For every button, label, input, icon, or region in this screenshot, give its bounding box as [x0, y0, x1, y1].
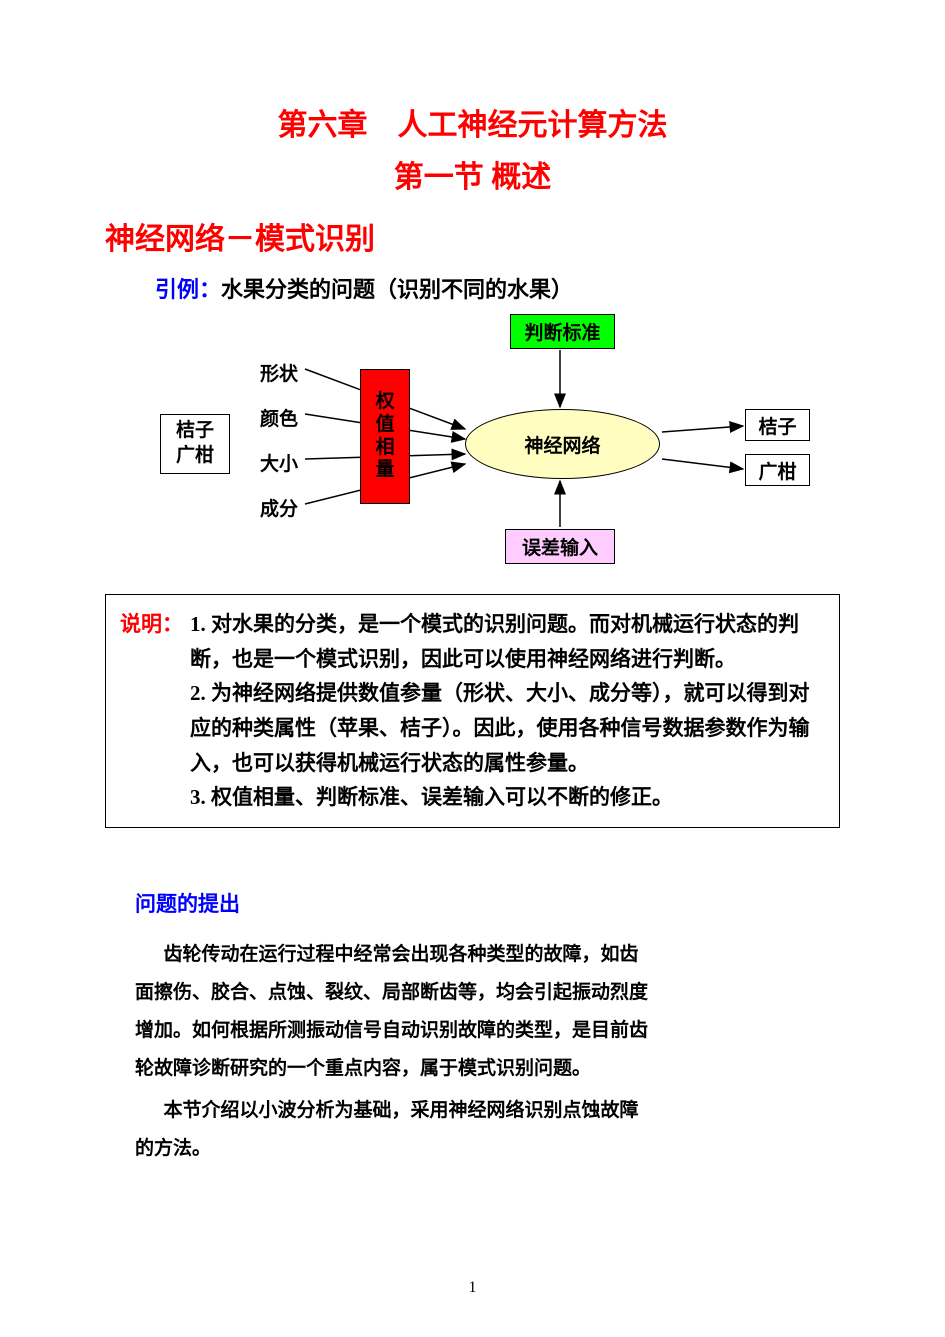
nn-text: 神经网络	[524, 431, 600, 458]
error-text: 误差输入	[522, 533, 598, 560]
chapter-title: 第六章 人工神经元计算方法	[105, 100, 840, 144]
output-box-1: 桔子	[745, 409, 810, 441]
intro-label: 引例：	[155, 277, 221, 302]
topic-title-text: 神经网络－模式识别	[105, 223, 375, 256]
flow-diagram: 桔子 广柑 形状颜色大小成分 权值相量 判断标准 神经网络 误差输入 桔子 广柑	[105, 314, 840, 584]
weight-box: 权值相量	[360, 369, 410, 504]
criteria-text: 判断标准	[524, 318, 600, 345]
question-p1: 齿轮传动在运行过程中经常会出现各种类型的故障，如齿面擦伤、胶合、点蚀、裂纹、局部…	[135, 936, 655, 1088]
neural-network-ellipse: 神经网络	[465, 409, 660, 479]
explain-label: 说明：	[120, 612, 183, 636]
input-line1: 桔子	[176, 419, 214, 444]
feature-label-0: 形状	[260, 359, 298, 386]
feature-label-3: 成分	[260, 494, 298, 521]
topic-title: 神经网络－模式识别	[105, 214, 840, 258]
output2-text: 广柑	[758, 457, 796, 484]
weight-box-text: 权值相量	[376, 391, 395, 482]
criteria-box: 判断标准	[510, 314, 615, 349]
question-body: 齿轮传动在运行过程中经常会出现各种类型的故障，如齿面擦伤、胶合、点蚀、裂纹、局部…	[135, 936, 655, 1168]
section-title-text: 第一节 概述	[394, 161, 552, 194]
question-heading: 问题的提出	[135, 888, 655, 918]
question-heading-text: 问题的提出	[135, 892, 240, 916]
intro-text: 水果分类的问题（识别不同的水果）	[221, 277, 573, 302]
feature-label-1: 颜色	[260, 404, 298, 431]
explain-item-3: 3. 权值相量、判断标准、误差输入可以不断的修正。	[190, 785, 673, 809]
document-page: 第六章 人工神经元计算方法 第一节 概述 神经网络－模式识别 引例：水果分类的问…	[0, 0, 945, 1212]
question-section: 问题的提出 齿轮传动在运行过程中经常会出现各种类型的故障，如齿面擦伤、胶合、点蚀…	[135, 888, 655, 1168]
output-box-2: 广柑	[745, 454, 810, 486]
input-line2: 广柑	[176, 444, 214, 469]
output1-text: 桔子	[758, 412, 796, 439]
feature-label-2: 大小	[260, 449, 298, 476]
error-input-box: 误差输入	[505, 529, 615, 564]
chapter-title-text: 第六章 人工神经元计算方法	[278, 109, 668, 142]
explanation-box: 说明： 1. 对水果的分类，是一个模式的识别问题。而对机械运行状态的判断，也是一…	[105, 594, 840, 828]
section-title: 第一节 概述	[105, 152, 840, 196]
input-fruit-box: 桔子 广柑	[160, 414, 230, 474]
intro-line: 引例：水果分类的问题（识别不同的水果）	[155, 272, 840, 304]
explain-item-1: 1. 对水果的分类，是一个模式的识别问题。而对机械运行状态的判断，也是一个模式识…	[190, 612, 799, 671]
page-number: 1	[0, 1279, 945, 1297]
explain-item-2: 2. 为神经网络提供数值参量（形状、大小、成分等），就可以得到对应的种类属性（苹…	[190, 681, 810, 774]
question-p2: 本节介绍以小波分析为基础，采用神经网络识别点蚀故障的方法。	[135, 1092, 655, 1168]
